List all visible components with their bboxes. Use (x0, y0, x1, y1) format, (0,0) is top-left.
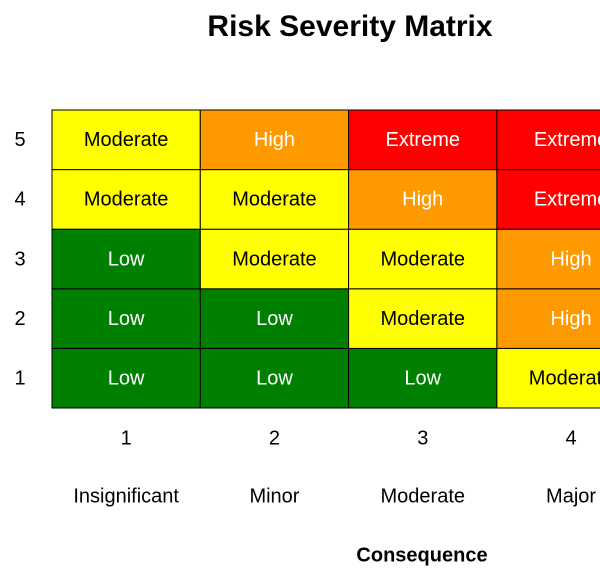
cell-label: Moderate (232, 248, 317, 270)
cell-label: Extreme (534, 189, 600, 211)
cell-label: Moderate (232, 189, 317, 211)
cell-label: Low (404, 367, 441, 389)
x-category-name: Insignificant (73, 485, 179, 507)
cell-label: Moderate (381, 248, 466, 270)
chart-title: Risk Severity Matrix (207, 10, 492, 43)
cell (199, 347, 350, 409)
y-tick-label: 2 (14, 308, 25, 330)
cell (348, 288, 498, 349)
cell-label: Extreme (386, 129, 460, 151)
x-tick-label: 1 (121, 427, 132, 449)
cell-label: Low (108, 248, 145, 270)
cell (51, 169, 201, 230)
cell-label: Moderate (84, 189, 169, 211)
cell (199, 169, 350, 230)
cell (51, 109, 201, 171)
cell-label: High (550, 308, 591, 330)
cell (199, 109, 350, 171)
cell (496, 169, 600, 230)
cell-label: High (402, 189, 443, 211)
x-tick-label: 2 (269, 427, 280, 449)
cell-label: Moderate (84, 129, 169, 151)
cell (51, 347, 201, 409)
cell-label: Moderate (381, 308, 466, 330)
y-tick-label: 3 (14, 248, 25, 270)
cell-label: Low (256, 308, 293, 330)
cell-label: Moderate (529, 367, 600, 389)
cell (348, 109, 498, 171)
cell-label: Low (256, 367, 293, 389)
y-tick-label: 5 (14, 129, 25, 151)
y-tick-label: 1 (14, 367, 25, 389)
cell (51, 288, 201, 349)
x-category-name: Moderate (381, 485, 466, 507)
cell-label: Low (108, 367, 145, 389)
cell (348, 169, 498, 230)
cell-label: High (550, 248, 591, 270)
cell (199, 228, 350, 290)
cell-label: High (254, 129, 295, 151)
x-axis-title: Consequence (356, 544, 487, 566)
x-tick-label: 3 (417, 427, 428, 449)
cell (496, 109, 600, 171)
y-tick-label: 4 (14, 189, 25, 211)
cell-label: Extreme (534, 129, 600, 151)
cell (348, 228, 498, 290)
x-tick-label: 4 (565, 427, 576, 449)
cell (199, 288, 350, 349)
cell-label: Low (108, 308, 145, 330)
x-category-name: Major (546, 485, 596, 507)
x-category-name: Minor (249, 485, 299, 507)
